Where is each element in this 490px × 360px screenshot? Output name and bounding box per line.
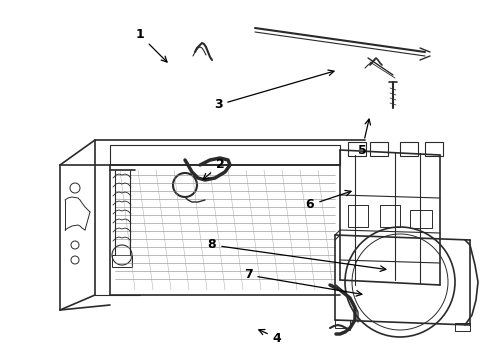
Text: 2: 2: [203, 158, 224, 179]
Bar: [455, 323, 470, 331]
Bar: [112, 255, 132, 267]
Text: 8: 8: [208, 238, 386, 271]
Bar: [370, 142, 388, 156]
Text: 4: 4: [259, 329, 281, 345]
Text: 3: 3: [214, 70, 334, 112]
Text: 6: 6: [306, 190, 351, 211]
Text: 5: 5: [358, 119, 370, 157]
Bar: [348, 142, 366, 156]
Bar: [335, 320, 350, 328]
Bar: [410, 210, 432, 228]
Bar: [380, 205, 400, 227]
Text: 1: 1: [136, 28, 167, 62]
Bar: [348, 205, 368, 227]
Bar: [400, 142, 418, 156]
Bar: [425, 142, 443, 156]
Text: 7: 7: [244, 269, 362, 296]
